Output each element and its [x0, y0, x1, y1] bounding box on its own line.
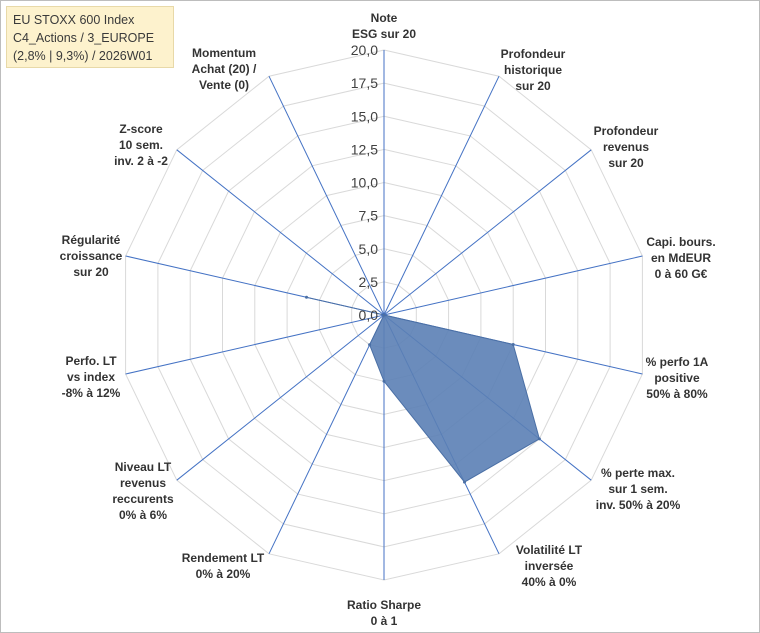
axis-label-line: -8% à 12% [62, 386, 121, 400]
axis-label-line: 40% à 0% [522, 575, 577, 589]
axis-spoke [125, 314, 385, 375]
data-point [382, 313, 386, 317]
axis-label-line: inv. 50% à 20% [596, 498, 681, 512]
axis-label-line: sur 20 [73, 265, 109, 279]
axis-spoke [383, 149, 592, 316]
axis-label: Momentum Achat (20) / Vente (0) [192, 46, 257, 92]
axis-label: Note ESG sur 20 [352, 11, 416, 41]
axis-spoke [268, 314, 385, 555]
data-point [463, 480, 466, 484]
axis-label-line: % perte max. [601, 466, 675, 480]
title-line-1: EU STOXX 600 Index [13, 13, 135, 27]
axis-label-line: 0% à 20% [196, 567, 251, 581]
data-point [368, 343, 372, 347]
axis-label-line: Rendement LT [182, 551, 265, 565]
tick-label: 10,0 [351, 175, 378, 191]
axis-label: Ratio Sharpe 0 à 1 [347, 598, 421, 628]
axis-label-line: % perfo 1A [646, 355, 709, 369]
axis-spoke [383, 255, 643, 316]
axis-label: % perfo 1A positive 50% à 80% [646, 355, 709, 401]
data-point [382, 379, 386, 383]
axis-label-line: 50% à 80% [646, 387, 708, 401]
axis-label: Perfo. LT vs index -8% à 12% [62, 354, 121, 400]
axis-spoke [383, 75, 500, 316]
data-point [305, 295, 308, 299]
tick-label: 0,0 [359, 307, 379, 323]
axis-label-line: Momentum [192, 46, 256, 60]
axis-label-line: 0% à 6% [119, 508, 167, 522]
tick-label: 7,5 [359, 208, 379, 224]
axis-label: Capi. bours. en MdEUR 0 à 60 G€ [646, 235, 715, 281]
axis-label-line: sur 1 sem. [608, 482, 667, 496]
axis-label: Z-score 10 sem. inv. 2 à -2 [114, 122, 168, 168]
axis-label: % perte max. sur 1 sem. inv. 50% à 20% [596, 466, 681, 512]
axis-spoke [176, 314, 385, 481]
axis-label-line: Niveau LT [115, 460, 172, 474]
axis-label-line: reccurents [112, 492, 174, 506]
title-line-2: C4_Actions / 3_EUROPE [13, 31, 155, 45]
axis-label-line: historique [504, 63, 562, 77]
chart-title-box: EU STOXX 600 Index C4_Actions / 3_EUROPE… [6, 6, 174, 68]
axis-label: Niveau LT revenus reccurents 0% à 6% [112, 460, 174, 522]
axis-label-line: Vente (0) [199, 78, 249, 92]
axis-label-line: revenus [603, 140, 649, 154]
title-line-3: (2,8% | 9,3%) / 2026W01 [13, 49, 153, 63]
axis-label-line: Achat (20) / [192, 62, 257, 76]
axis-label-line: sur 20 [608, 156, 644, 170]
axis-label: Profondeur historique sur 20 [501, 47, 566, 93]
axis-label-line: inversée [525, 559, 574, 573]
tick-label: 20,0 [351, 42, 378, 58]
axis-label-line: Z-score [119, 122, 163, 136]
axis-label-line: Capi. bours. [646, 235, 715, 249]
tick-label: 15,0 [351, 108, 378, 124]
axis-label-line: 10 sem. [119, 138, 163, 152]
axis-spoke [268, 75, 385, 316]
tick-label: 2,5 [359, 274, 379, 290]
data-point [511, 343, 515, 346]
tick-label: 12,5 [351, 141, 378, 157]
tick-label: 17,5 [351, 75, 378, 91]
axis-label-line: Note [371, 11, 398, 25]
axis-label-line: sur 20 [515, 79, 551, 93]
axis-label: Profondeur revenus sur 20 [594, 124, 659, 170]
axis-label-line: Volatilité LT [516, 543, 583, 557]
axis-label-line: inv. 2 à -2 [114, 154, 168, 168]
axis-label-line: Profondeur [501, 47, 566, 61]
axis-label: Rendement LT 0% à 20% [182, 551, 265, 581]
tick-label: 5,0 [359, 241, 379, 257]
axis-label: Régularité croissance sur 20 [60, 233, 123, 279]
axis-label-line: positive [654, 371, 700, 385]
axis-label-line: ESG sur 20 [352, 27, 416, 41]
axis-label: Volatilité LT inversée 40% à 0% [516, 543, 583, 589]
axis-label-line: 0 à 1 [371, 614, 398, 628]
axis-label-line: croissance [60, 249, 123, 263]
axis-label-line: Régularité [62, 233, 121, 247]
axis-label-line: Perfo. LT [65, 354, 117, 368]
axis-label-line: 0 à 60 G€ [655, 267, 708, 281]
data-point [537, 437, 541, 441]
axis-label-line: en MdEUR [651, 251, 711, 265]
axis-label-line: Profondeur [594, 124, 659, 138]
axis-label-line: revenus [120, 476, 166, 490]
axis-label-line: Ratio Sharpe [347, 598, 421, 612]
axis-spoke [176, 149, 385, 316]
axis-label-line: vs index [67, 370, 115, 384]
